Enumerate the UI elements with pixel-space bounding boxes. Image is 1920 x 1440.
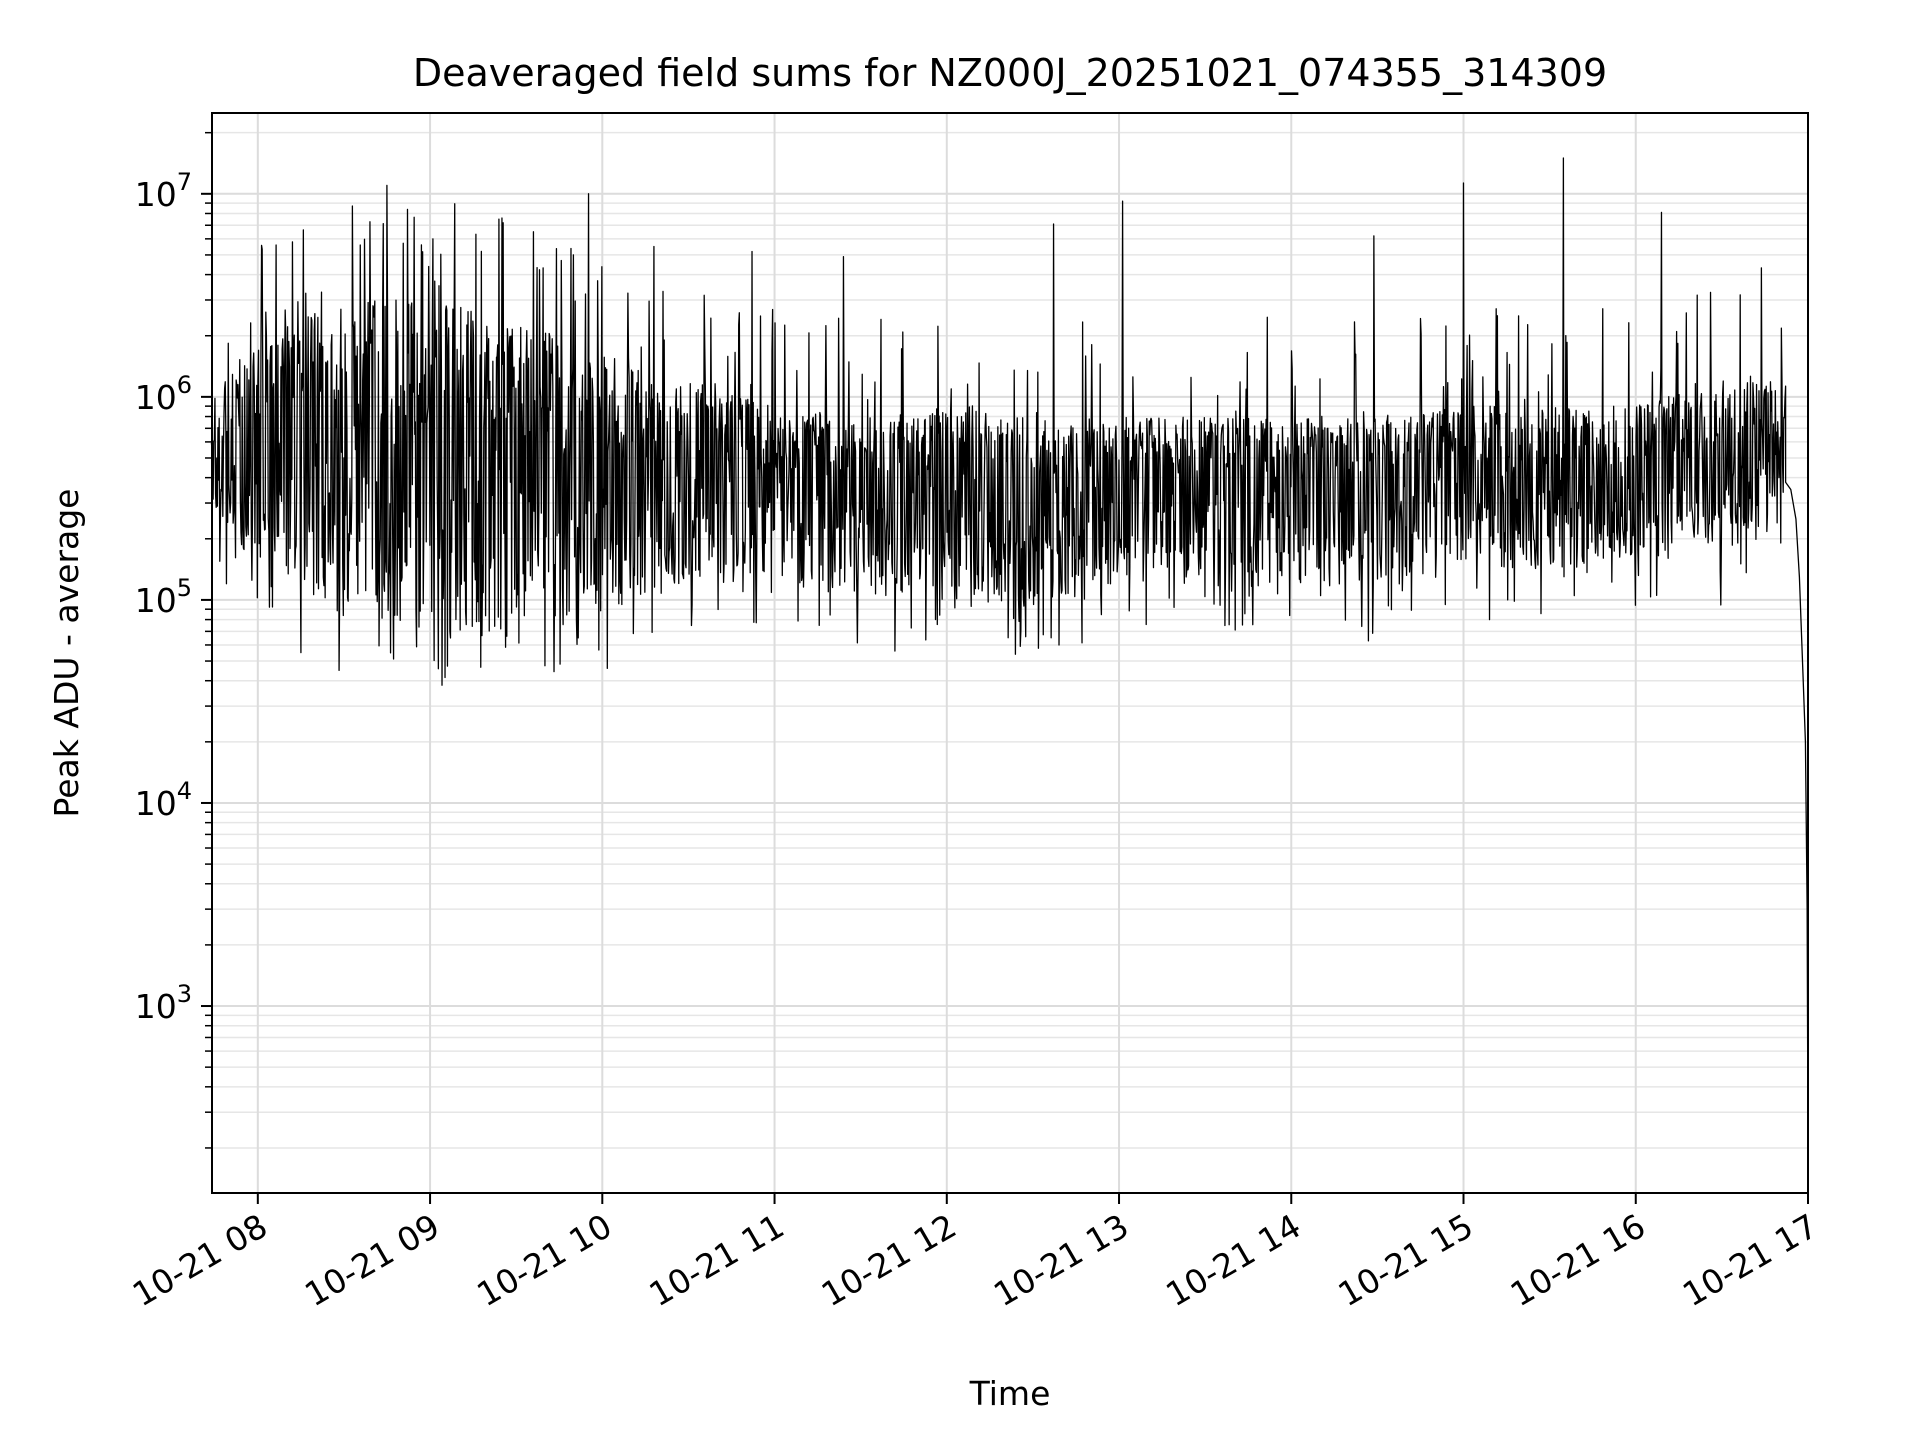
y-tick-label: 106 xyxy=(135,371,192,417)
y-tick-label: 105 xyxy=(135,574,192,620)
series-line xyxy=(210,157,1809,1148)
y-tick-label: 107 xyxy=(135,168,192,214)
chart-title: Deaveraged field sums for NZ000J_2025102… xyxy=(413,51,1607,95)
y-axis-ticks: 103 104 105 106 107 xyxy=(135,131,212,1149)
x-axis-label: Time xyxy=(969,1374,1051,1413)
grid-minor xyxy=(212,131,1808,1149)
y-tick-label: 104 xyxy=(135,777,192,823)
axes-frame xyxy=(211,112,1809,1194)
y-tick-label: 103 xyxy=(135,980,192,1026)
y-axis-label: Peak ADU - average xyxy=(47,489,86,818)
series-group xyxy=(210,157,1809,1148)
